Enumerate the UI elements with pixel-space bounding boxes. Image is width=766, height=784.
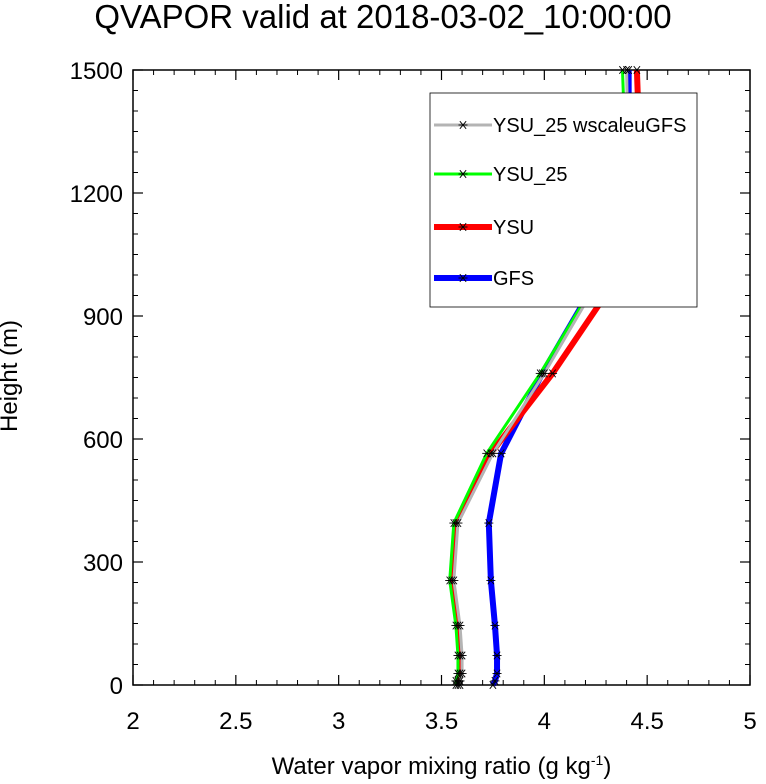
y-tick-label: 0 [110, 673, 123, 700]
x-tick-label: 5 [743, 708, 756, 735]
legend-label-4: GFS [493, 268, 534, 290]
marker-stroke [459, 222, 467, 232]
y-tick-label: 600 [83, 427, 123, 454]
legend: YSU_25 wscaleuGFS YSU_25 YSU GFS [429, 92, 698, 308]
marker-stroke [459, 169, 467, 179]
marker-stroke [549, 369, 557, 378]
x-tick-label: 2 [126, 708, 139, 735]
marker-stroke [633, 65, 641, 75]
data-point-marker [457, 669, 467, 678]
data-point-marker [492, 669, 502, 678]
data-point-marker [486, 576, 496, 585]
legend-label-1: YSU_25 wscaleuGFS [493, 115, 686, 137]
chart-title: QVAPOR valid at 2018-03-02_10:00:00 [94, 0, 672, 35]
marker-stroke [459, 120, 467, 130]
y-tick-label: 300 [83, 550, 123, 577]
marker-stroke [456, 680, 464, 690]
x-tick-label: 2.5 [219, 708, 252, 735]
marker-stroke [487, 576, 495, 585]
marker-stroke [456, 676, 464, 686]
marker-stroke [454, 518, 462, 528]
legend-box [429, 92, 698, 308]
marker-stroke [456, 621, 464, 630]
data-point-marker [490, 676, 500, 686]
data-point-marker [488, 680, 498, 690]
y-tick-label: 1200 [70, 181, 123, 208]
data-point-marker [492, 651, 502, 660]
marker-stroke [450, 576, 458, 585]
x-axis-label-main: Water vapor mixing ratio (g kg [271, 753, 591, 780]
data-point-marker [484, 518, 494, 528]
data-point-marker [539, 369, 549, 378]
y-tick-label: 900 [83, 304, 123, 331]
marker-stroke [489, 449, 497, 458]
legend-marker [458, 169, 468, 179]
marker-stroke [489, 680, 497, 690]
data-point-marker [455, 676, 465, 686]
y-axis-label: Height (m) [0, 319, 23, 433]
x-axis-label-superscript: -1 [590, 752, 604, 768]
x-tick-label: 4 [538, 708, 551, 735]
marker-stroke [491, 621, 499, 630]
marker-stroke [458, 669, 466, 678]
data-point-marker [455, 680, 465, 690]
x-axis-label: Water vapor mixing ratio (g kg-1) [133, 752, 750, 781]
data-point-marker [622, 65, 632, 75]
marker-stroke [497, 449, 505, 458]
axis-ticks: 2 2.5 3 3.5 4 4.5 5 0 300 600 900 1200 1500 [70, 58, 757, 735]
marker-stroke [485, 518, 493, 528]
marker-stroke [491, 676, 499, 686]
legend-marker [458, 222, 468, 232]
x-axis-label-end: ) [603, 753, 612, 780]
marker-stroke [458, 651, 466, 660]
marker-stroke [540, 369, 548, 378]
legend-marker [458, 120, 468, 130]
data-point-marker [488, 449, 498, 458]
x-tick-label: 3 [332, 708, 345, 735]
data-point-marker [490, 621, 500, 630]
data-point-marker [453, 518, 463, 528]
data-point-marker [548, 369, 558, 378]
data-point-marker [457, 651, 467, 660]
marker-stroke [483, 449, 491, 458]
marker-stroke [623, 65, 631, 75]
legend-label-3: YSU [493, 217, 534, 239]
marker-stroke [493, 651, 501, 660]
data-point-marker [455, 621, 465, 630]
data-point-marker [496, 449, 506, 458]
marker-stroke [459, 273, 467, 283]
legend-label-2: YSU_25 [493, 164, 568, 186]
data-point-marker [632, 65, 642, 75]
x-tick-label: 4.5 [630, 708, 663, 735]
x-tick-label: 3.5 [425, 708, 458, 735]
marker-stroke [493, 669, 501, 678]
y-tick-label: 1500 [70, 58, 123, 85]
data-point-marker [449, 576, 459, 585]
legend-marker [458, 273, 468, 283]
